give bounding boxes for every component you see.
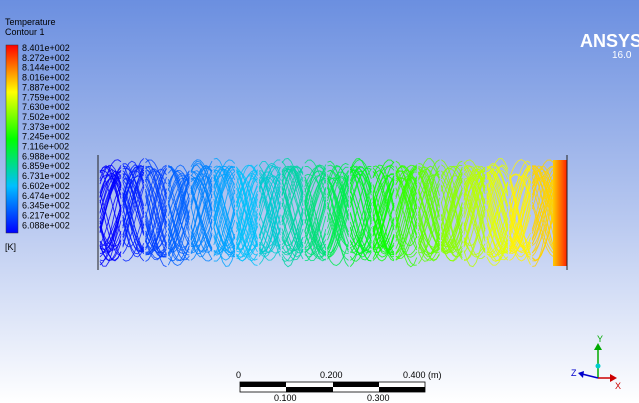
- legend-label: 7.373e+002: [22, 122, 70, 132]
- legend-label: 6.088e+002: [22, 220, 70, 230]
- legend-label: 6.988e+002: [22, 151, 70, 161]
- scale-label: 0.100: [274, 393, 297, 403]
- triad-label: Y: [597, 334, 603, 344]
- legend-label: 7.759e+002: [22, 92, 70, 102]
- legend-label: 7.887e+002: [22, 82, 70, 92]
- viewport: Temperature Contour 1 8.401e+0028.272e+0…: [0, 0, 639, 403]
- outlet: [553, 160, 567, 266]
- triad-label: X: [615, 381, 621, 391]
- legend-label: 7.245e+002: [22, 132, 70, 142]
- legend-label: 6.859e+002: [22, 161, 70, 171]
- scale-label: 0.300: [367, 393, 390, 403]
- legend-unit: [K]: [5, 242, 16, 252]
- scale-label: 0.400 (m): [403, 370, 442, 380]
- legend-title: Temperature: [5, 17, 56, 27]
- legend-label: 6.345e+002: [22, 201, 70, 211]
- scale-label: 0.200: [320, 370, 343, 380]
- scale-label: 0: [236, 370, 241, 380]
- legend-label: 6.602e+002: [22, 181, 70, 191]
- legend-label: 7.630e+002: [22, 102, 70, 112]
- legend-label: 8.401e+002: [22, 43, 70, 53]
- triad-label: Z: [571, 368, 577, 378]
- legend-label: 8.272e+002: [22, 53, 70, 63]
- logo: ANSYS: [580, 31, 639, 51]
- color-bar: [6, 45, 18, 233]
- scale-bar: [240, 382, 425, 392]
- legend-subtitle: Contour 1: [5, 27, 45, 37]
- legend-label: 8.144e+002: [22, 63, 70, 73]
- legend-label: 6.474e+002: [22, 191, 70, 201]
- logo-version: 16.0: [612, 50, 632, 61]
- legend-label: 7.502e+002: [22, 112, 70, 122]
- legend-label: 6.217e+002: [22, 210, 70, 220]
- legend-label: 6.731e+002: [22, 171, 70, 181]
- legend-label: 8.016e+002: [22, 73, 70, 83]
- legend-label: 7.116e+002: [22, 142, 69, 152]
